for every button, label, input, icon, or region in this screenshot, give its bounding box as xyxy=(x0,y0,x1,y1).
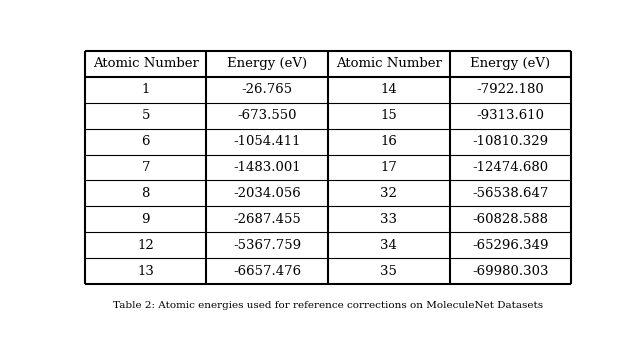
Text: -12474.680: -12474.680 xyxy=(472,161,548,174)
Text: -1054.411: -1054.411 xyxy=(234,135,301,148)
Text: 34: 34 xyxy=(380,239,397,252)
Text: -26.765: -26.765 xyxy=(242,83,293,96)
Text: 32: 32 xyxy=(380,187,397,200)
Text: -7922.180: -7922.180 xyxy=(476,83,544,96)
Text: 33: 33 xyxy=(380,213,397,226)
Text: 12: 12 xyxy=(138,239,154,252)
Text: Energy (eV): Energy (eV) xyxy=(470,57,550,70)
Text: 6: 6 xyxy=(141,135,150,148)
Text: 9: 9 xyxy=(141,213,150,226)
Text: 15: 15 xyxy=(380,109,397,122)
Text: -673.550: -673.550 xyxy=(237,109,297,122)
Text: Energy (eV): Energy (eV) xyxy=(227,57,307,70)
Text: Table 2: Atomic energies used for reference corrections on MoleculeNet Datasets: Table 2: Atomic energies used for refere… xyxy=(113,302,543,310)
Text: Atomic Number: Atomic Number xyxy=(336,57,442,70)
Text: -69980.303: -69980.303 xyxy=(472,265,548,277)
Text: 16: 16 xyxy=(380,135,397,148)
Text: 14: 14 xyxy=(380,83,397,96)
Text: 17: 17 xyxy=(380,161,397,174)
Text: -6657.476: -6657.476 xyxy=(233,265,301,277)
Text: -2034.056: -2034.056 xyxy=(234,187,301,200)
Text: 1: 1 xyxy=(141,83,150,96)
Text: -1483.001: -1483.001 xyxy=(234,161,301,174)
Text: -10810.329: -10810.329 xyxy=(472,135,548,148)
Text: 13: 13 xyxy=(138,265,154,277)
Text: -60828.588: -60828.588 xyxy=(472,213,548,226)
Text: -56538.647: -56538.647 xyxy=(472,187,548,200)
Text: 5: 5 xyxy=(141,109,150,122)
Text: -9313.610: -9313.610 xyxy=(476,109,544,122)
Text: 7: 7 xyxy=(141,161,150,174)
Text: 8: 8 xyxy=(141,187,150,200)
Text: Atomic Number: Atomic Number xyxy=(93,57,198,70)
Text: -5367.759: -5367.759 xyxy=(233,239,301,252)
Text: -65296.349: -65296.349 xyxy=(472,239,548,252)
Text: -2687.455: -2687.455 xyxy=(234,213,301,226)
Text: 35: 35 xyxy=(380,265,397,277)
